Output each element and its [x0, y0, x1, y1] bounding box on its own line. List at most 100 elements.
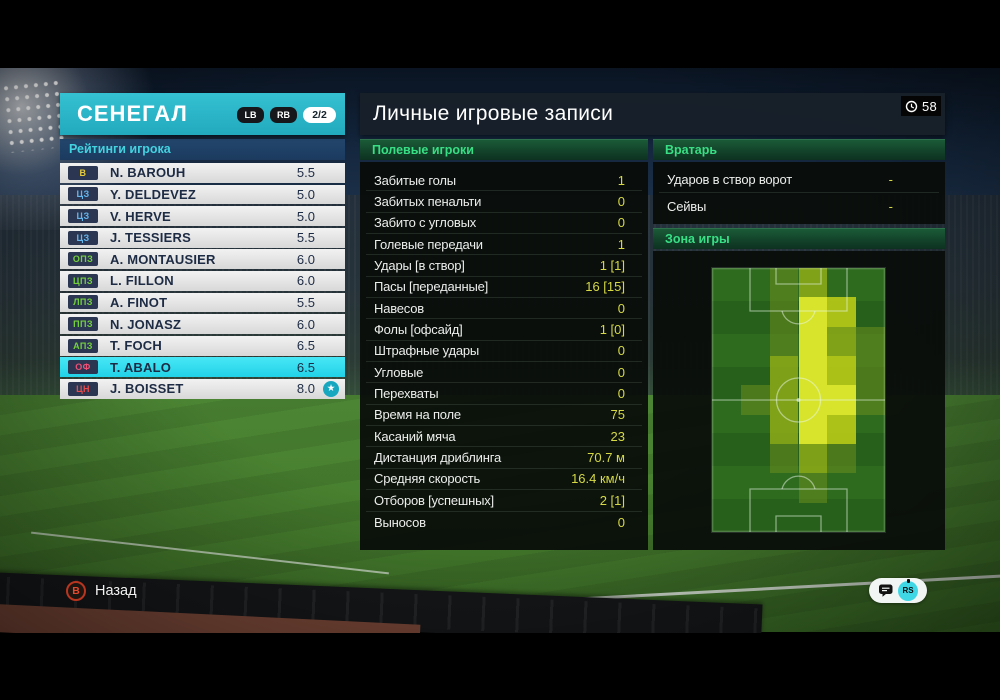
field-players-section-title: Полевые игроки	[360, 139, 648, 160]
page-title: Личные игровые записи	[373, 102, 614, 125]
position-badge: ЦН	[68, 381, 98, 396]
stat-value: 1	[617, 236, 625, 252]
page-indicator: 2/2	[303, 107, 336, 123]
player-rating: 5.0	[296, 186, 315, 202]
team-header: СЕНЕГАЛ LB RB 2/2	[60, 93, 345, 135]
player-row[interactable]: ЦЗ V. HERVE 5.0	[60, 206, 345, 226]
player-rating: 5.5	[296, 294, 315, 310]
chat-stick-button[interactable]: RS	[869, 578, 927, 603]
stat-row: Касаний мяча 23	[366, 426, 642, 448]
player-row[interactable]: ЛПЗ A. FINOT 5.5	[60, 292, 345, 313]
player-rating: 6.5	[296, 359, 315, 375]
stat-value: 2 [1]	[599, 492, 625, 508]
position-badge: АПЗ	[68, 338, 98, 353]
player-name: Y. DELDEVEZ	[110, 186, 196, 202]
heatmap-cell	[798, 268, 828, 298]
lb-button[interactable]: LB	[237, 107, 264, 123]
heatmap-cell	[769, 268, 799, 298]
stat-value: -	[888, 172, 893, 187]
stat-row: Навесов 0	[366, 298, 642, 320]
stat-row: Забитые голы 1	[366, 170, 642, 192]
stat-label: Забитых пенальти	[374, 194, 482, 210]
player-row[interactable]: АПЗ T. FOCH 6.5	[60, 335, 345, 356]
stat-row: Удары [в створ] 1 [1]	[366, 255, 642, 277]
ratings-section-title: Рейтинги игрока	[60, 139, 345, 160]
stat-row: Забитых пенальти 0	[366, 191, 642, 213]
back-label: Назад	[95, 583, 137, 599]
play-zone-panel	[653, 251, 945, 550]
star-icon: ★	[323, 380, 339, 397]
position-badge: ЦПЗ	[68, 273, 98, 288]
stat-value: 1	[617, 172, 625, 188]
chat-bubble-icon	[879, 584, 893, 597]
position-badge: ЛПЗ	[68, 295, 98, 310]
stat-row: Перехваты 0	[366, 383, 642, 405]
stat-value: 0	[617, 215, 625, 231]
stat-value: 0	[617, 300, 625, 316]
stat-row: Угловые 0	[366, 362, 642, 384]
player-rating: 6.0	[296, 316, 315, 332]
stat-label: Перехваты	[374, 386, 439, 402]
team-ratings-panel: СЕНЕГАЛ LB RB 2/2 Рейтинги игрока В N. BA…	[60, 93, 345, 399]
player-row[interactable]: ЦЗ J. TESSIERS 5.5	[60, 227, 345, 248]
letterbox-top	[0, 0, 1000, 68]
player-name: L. FILLON	[110, 273, 174, 289]
stat-value: 0	[617, 194, 625, 210]
clock-icon	[905, 100, 918, 112]
player-row[interactable]: ОПЗ A. MONTAUSIER 6.0	[60, 249, 345, 270]
heatmap-cell	[827, 326, 857, 356]
position-badge: В	[68, 165, 98, 180]
heatmap-cell	[769, 297, 799, 327]
goalkeeper-stats: Ударов в створ ворот - Сейвы -	[653, 162, 945, 224]
player-row[interactable]: В N. BAROUH 5.5	[60, 163, 345, 183]
stat-label: Касаний мяча	[374, 428, 456, 444]
player-rating: 6.0	[296, 273, 315, 289]
player-rating: 5.0	[296, 208, 315, 224]
stat-value: 1 [0]	[599, 322, 625, 338]
stat-label: Голевые передачи	[374, 236, 483, 252]
heatmap-cell	[798, 444, 828, 474]
stat-row: Выносов 0	[366, 512, 642, 533]
stat-row: Пасы [переданные] 16 [15]	[366, 277, 642, 299]
player-name: T. FOCH	[110, 338, 162, 354]
stat-row: Средняя скорость 16.4 км/ч	[366, 469, 642, 491]
heatmap-cell	[798, 297, 828, 327]
stat-value: 70.7 м	[587, 450, 625, 466]
heatmap-cell	[827, 297, 857, 327]
stat-value: 16.4 км/ч	[571, 471, 625, 487]
position-badge: ОПЗ	[68, 252, 98, 267]
stat-row: Штрафные удары 0	[366, 341, 642, 363]
stat-row: Голевые передачи 1	[366, 234, 642, 256]
heatmap-cell	[827, 414, 857, 444]
pitch-markings	[712, 268, 885, 532]
heatmap-cell	[769, 444, 799, 474]
field-players-stats: Забитые голы 1 Забитых пенальти 0 Забито с у…	[360, 162, 648, 550]
heatmap-cell	[798, 473, 828, 503]
player-name: N. JONASZ	[110, 316, 182, 332]
stat-value: 0	[617, 364, 625, 380]
player-name: V. HERVE	[110, 208, 171, 224]
player-row[interactable]: ОФ T. ABALO 6.5	[60, 357, 345, 378]
stat-label: Угловые	[374, 364, 424, 380]
position-badge: ППЗ	[68, 317, 98, 332]
records-title-bar: Личные игровые записи 58	[360, 93, 945, 135]
stat-row: Фолы [офсайд] 1 [0]	[366, 319, 642, 341]
stat-value: 16 [15]	[585, 279, 625, 295]
position-badge: ЦЗ	[68, 230, 98, 245]
rb-button[interactable]: RB	[270, 107, 297, 123]
player-row[interactable]: ЦПЗ L. FILLON 6.0	[60, 270, 345, 291]
player-name: A. MONTAUSIER	[110, 251, 216, 267]
stat-label: Ударов в створ ворот	[667, 172, 792, 187]
player-row[interactable]: ППЗ N. JONASZ 6.0	[60, 314, 345, 334]
player-row[interactable]: ЦН J. BOISSET 8.0 ★	[60, 378, 345, 399]
stat-label: Дистанция дриблинга	[374, 450, 501, 466]
stat-label: Удары [в створ]	[374, 258, 465, 274]
gamepad-b-icon: B	[66, 581, 86, 601]
stat-label: Время на поле	[374, 407, 461, 423]
player-row[interactable]: ЦЗ Y. DELDEVEZ 5.0	[60, 184, 345, 205]
right-stick-icon: RS	[898, 578, 918, 601]
player-name: J. TESSIERS	[110, 230, 191, 246]
back-button[interactable]: B Назад	[66, 581, 137, 601]
stat-label: Пасы [переданные]	[374, 279, 489, 295]
letterbox-bottom	[0, 633, 1000, 700]
